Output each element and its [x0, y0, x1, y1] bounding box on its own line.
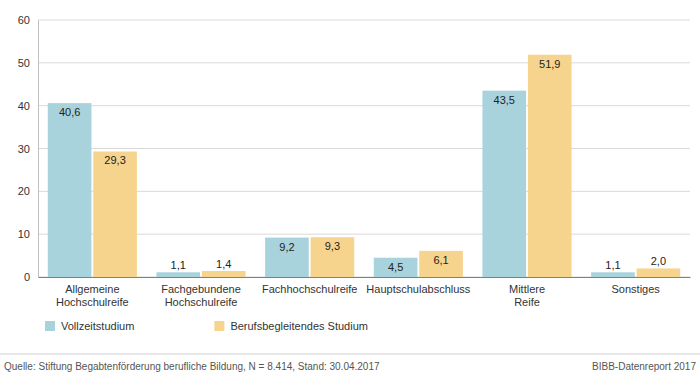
data-label: 29,3 — [104, 154, 125, 166]
data-label: 1,4 — [216, 258, 231, 270]
y-tick: 30 — [18, 143, 38, 155]
bar — [637, 268, 681, 277]
x-axis-line — [39, 277, 691, 278]
legend-label: Berufsbegleitendes Studium — [230, 320, 368, 332]
y-tick-label: 50 — [18, 57, 30, 69]
x-tick-label-line: Fachhochschulreife — [262, 283, 357, 295]
grid-line — [38, 62, 690, 63]
x-tick: Sonstiges — [612, 277, 661, 295]
x-tick: Fachhochschulreife — [262, 277, 357, 295]
x-tick-label: Fachhochschulreife — [262, 283, 357, 295]
legend: Vollzeitstudium Berufsbegleitendes Studiu… — [45, 320, 368, 332]
x-tick-label: AllgemeineHochschulreife — [56, 283, 129, 308]
bar — [374, 258, 418, 277]
x-tick: MittlereReife — [509, 277, 545, 308]
bars — [48, 55, 680, 277]
bar — [591, 272, 635, 277]
data-label: 4,5 — [388, 261, 403, 273]
bar — [528, 55, 572, 277]
annotation: Quelle: Stiftung Begabtenförderung beruf… — [4, 361, 380, 372]
bar — [156, 272, 200, 277]
x-tick-label-line: Sonstiges — [612, 283, 661, 295]
x-tick: FachgebundeneHochschulreife — [161, 277, 241, 308]
y-tick-label: 10 — [18, 228, 30, 240]
data-label: 1,1 — [171, 259, 186, 271]
x-tick-label-line: Mittlere — [509, 283, 545, 295]
x-tick-label-line: Fachgebundene — [161, 283, 241, 295]
y-tick-label: 40 — [18, 100, 30, 112]
legend-swatch — [214, 321, 224, 331]
legend-label: Vollzeitstudium — [61, 320, 134, 332]
plot: 0102030405060AllgemeineHochschulreifeFac… — [18, 14, 691, 308]
y-tick: 0 — [24, 271, 38, 283]
y-tick: 10 — [18, 228, 38, 240]
x-tick-label-line: Hauptschulabschluss — [366, 283, 470, 295]
bar — [419, 251, 463, 277]
data-label: 6,1 — [433, 254, 448, 266]
x-tick-label-line: Hochschulreife — [56, 296, 129, 308]
grid — [38, 20, 690, 277]
x-tick-label-line: Reife — [514, 296, 540, 308]
separator — [0, 354, 700, 355]
y-tick: 20 — [18, 185, 38, 197]
x-axis: AllgemeineHochschulreifeFachgebundeneHoc… — [39, 277, 691, 308]
data-labels: 40,6 1,1 9,2 4,5 43,5 1,1 29,3 1,4 9,3 6,1 51,9 2,0 — [59, 58, 666, 273]
x-tick-label: Hauptschulabschluss — [366, 283, 470, 295]
bar — [265, 238, 309, 277]
x-tick-label-line: Allgemeine — [65, 283, 119, 295]
data-label: 2,0 — [651, 255, 666, 267]
data-label: 9,3 — [325, 240, 340, 252]
data-label: 9,2 — [279, 241, 294, 253]
y-tick: 50 — [18, 57, 38, 69]
legend-swatch — [45, 321, 55, 331]
grid-line — [38, 20, 690, 21]
bar — [48, 103, 92, 277]
bar — [202, 271, 246, 277]
data-label: 40,6 — [59, 106, 80, 118]
chart: 0102030405060AllgemeineHochschulreifeFac… — [0, 0, 700, 378]
annotation: BIBB-Datenreport 2017 — [592, 361, 696, 372]
y-tick: 60 — [18, 14, 38, 26]
grid-line — [38, 148, 690, 149]
data-label: 43,5 — [494, 94, 515, 106]
x-tick-label-line: Hochschulreife — [165, 296, 238, 308]
y-tick: 40 — [18, 100, 38, 112]
y-tick-label: 60 — [18, 14, 30, 26]
bar-series — [93, 55, 680, 277]
data-label: 1,1 — [605, 259, 620, 271]
legend-item: Vollzeitstudium — [45, 320, 134, 332]
x-tick-label: MittlereReife — [509, 283, 545, 308]
bar — [482, 91, 526, 277]
bar — [93, 151, 137, 277]
y-axis-line — [38, 21, 39, 278]
y-tick-label: 30 — [18, 143, 30, 155]
y-axis: 0 10 20 30 40 50 60 — [18, 14, 39, 283]
x-tick-label: Sonstiges — [612, 283, 661, 295]
bar — [311, 237, 355, 277]
legend-item: Berufsbegleitendes Studium — [214, 320, 368, 332]
x-tick: AllgemeineHochschulreife — [56, 277, 129, 308]
x-tick: Hauptschulabschluss — [366, 277, 470, 295]
x-tick-label: FachgebundeneHochschulreife — [161, 283, 241, 308]
y-tick-label: 20 — [18, 185, 30, 197]
data-label: 51,9 — [539, 58, 560, 70]
grid-line — [38, 105, 690, 106]
y-tick-label: 0 — [24, 271, 30, 283]
